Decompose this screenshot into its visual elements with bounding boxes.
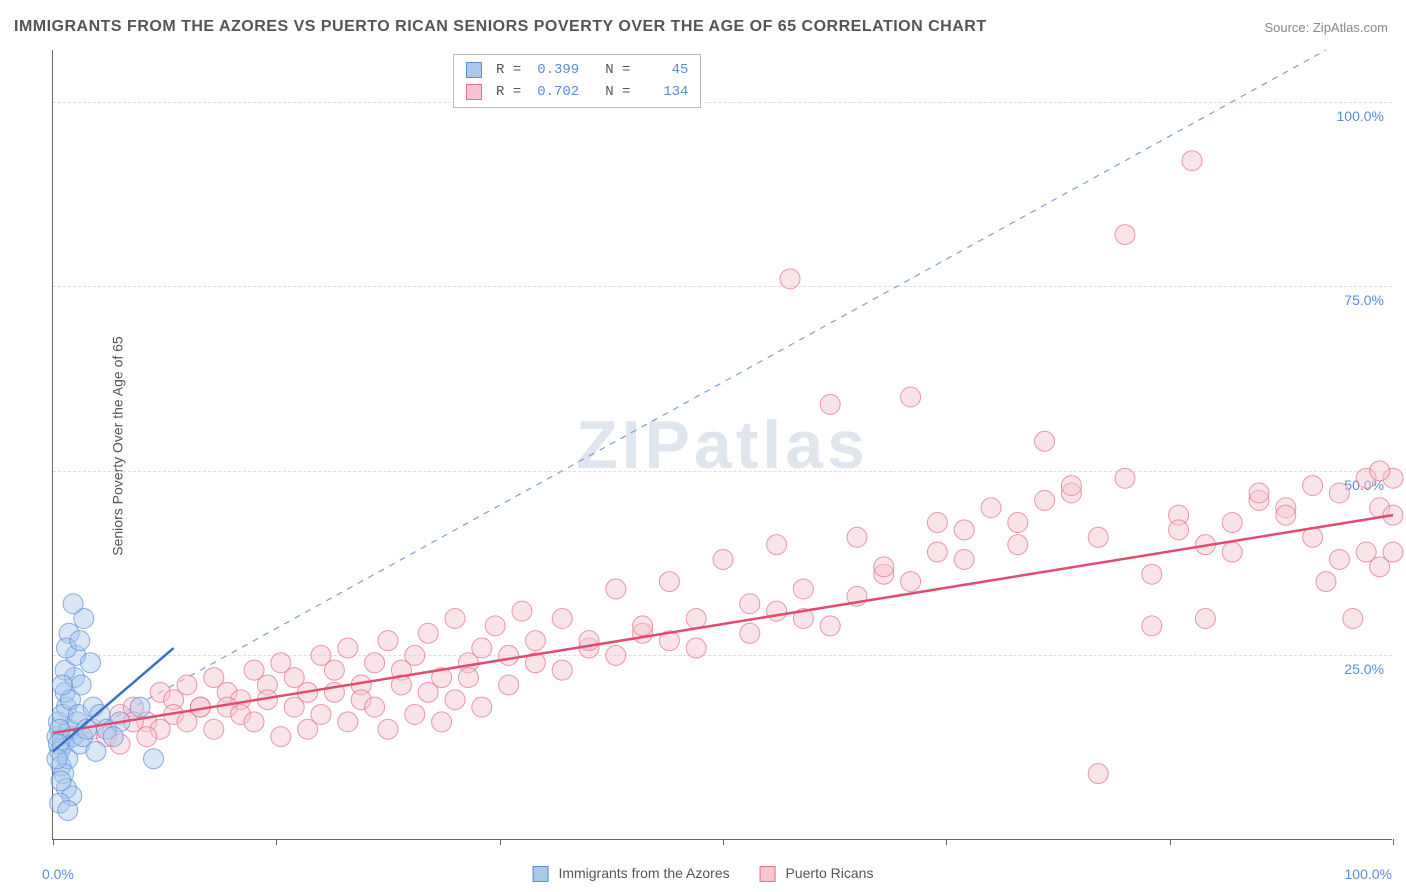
swatch-series-a [466, 62, 482, 78]
swatch-series-b [466, 84, 482, 100]
r-label: R = [496, 59, 521, 81]
r-label: R = [496, 81, 521, 103]
stats-row-series-b: R = 0.702 N = 134 [466, 81, 688, 103]
n-label: N = [605, 59, 630, 81]
r-value-series-b: 0.702 [529, 81, 579, 103]
legend-label-series-a: Immigrants from the Azores [558, 865, 729, 881]
n-label: N = [605, 81, 630, 103]
chart-title: IMMIGRANTS FROM THE AZORES VS PUERTO RIC… [14, 18, 987, 36]
r-value-series-a: 0.399 [529, 59, 579, 81]
legend-item-series-b: Puerto Ricans [760, 865, 874, 882]
stats-row-series-a: R = 0.399 N = 45 [466, 59, 688, 81]
swatch-series-b [760, 866, 776, 882]
legend-label-series-b: Puerto Ricans [786, 865, 874, 881]
swatch-series-a [533, 866, 549, 882]
legend: Immigrants from the Azores Puerto Ricans [533, 865, 874, 882]
n-value-series-b: 134 [638, 81, 688, 103]
chart-svg [53, 50, 1392, 839]
source-attribution: Source: ZipAtlas.com [1264, 20, 1388, 35]
x-max-label: 100.0% [1345, 866, 1392, 882]
plot-area: ZIPatlas 25.0%50.0%75.0%100.0% R = 0.399… [52, 50, 1392, 840]
n-value-series-a: 45 [638, 59, 688, 81]
legend-item-series-a: Immigrants from the Azores [533, 865, 730, 882]
x-min-label: 0.0% [42, 866, 74, 882]
correlation-stats-box: R = 0.399 N = 45 R = 0.702 N = 134 [453, 54, 701, 108]
